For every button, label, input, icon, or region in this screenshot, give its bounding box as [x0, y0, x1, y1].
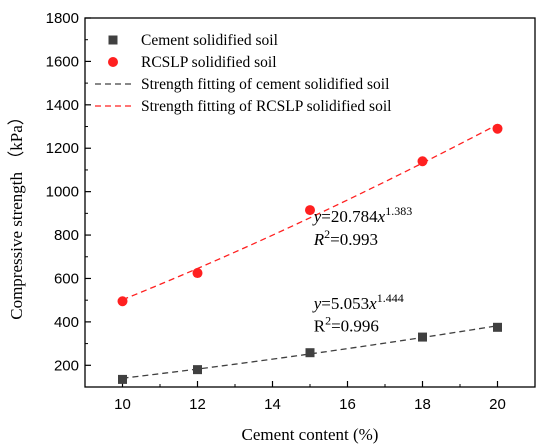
- legend-label: RCSLP solidified soil: [141, 54, 277, 71]
- y-tick-label: 400: [54, 314, 79, 331]
- y-tick-label: 1800: [46, 10, 79, 27]
- data-point-circle: [117, 296, 128, 307]
- x-tick-label: 16: [339, 396, 356, 413]
- data-point-square: [418, 332, 427, 342]
- x-tick-label: 14: [264, 396, 281, 413]
- data-point-square: [305, 348, 315, 358]
- y-tick-label: 1200: [46, 140, 79, 157]
- data-point-circle: [192, 268, 203, 279]
- fit-equation-cement: y=5.053x1.444: [312, 291, 404, 313]
- r-squared-cement: R2=0.996: [314, 314, 379, 336]
- y-tick-label: 200: [54, 357, 79, 374]
- axes: 10 12 14 16 18 20 200 400 600 800 1000 1200 1400 1600…: [46, 10, 536, 413]
- data-point-square: [118, 374, 127, 384]
- y-tick-label: 1000: [46, 184, 79, 201]
- r-squared-rcslp: R2=0.993: [313, 227, 378, 249]
- x-tick-label: 20: [489, 396, 506, 413]
- fit-line-1: [122, 123, 498, 301]
- x-tick-label: 18: [414, 396, 431, 413]
- data-point-circle: [492, 123, 503, 134]
- y-tick-label: 600: [54, 270, 79, 287]
- data-point-square: [193, 365, 202, 375]
- y-tick-label: 1400: [46, 97, 79, 114]
- x-tick-label: 12: [189, 396, 206, 413]
- legend: Cement solidified soil RCSLP solidified s…: [95, 32, 391, 115]
- data-point-square: [493, 322, 502, 332]
- fit-equation-rcslp: y=20.784x1.383: [312, 204, 412, 226]
- legend-marker-circle: [108, 57, 118, 67]
- y-tick-label: 1600: [46, 53, 79, 70]
- fit-lines: [122, 123, 498, 379]
- data-point-circle: [417, 156, 428, 167]
- data-point-circle: [305, 205, 315, 216]
- legend-label: Cement solidified soil: [141, 32, 278, 49]
- y-axis-label: Compressive strength （kPa）: [7, 108, 26, 320]
- x-tick-label: 10: [114, 396, 131, 413]
- legend-label: Strength fitting of cement solidified so…: [141, 76, 389, 93]
- legend-label: Strength fitting of RCSLP solidified soi…: [141, 98, 391, 115]
- plot-frame: [84, 17, 536, 388]
- y-tick-label: 800: [54, 227, 79, 244]
- x-axis-label: Cement content (%): [242, 425, 379, 444]
- legend-marker-square: [108, 35, 118, 45]
- fit-line-0: [122, 325, 498, 379]
- data-points: [117, 123, 503, 384]
